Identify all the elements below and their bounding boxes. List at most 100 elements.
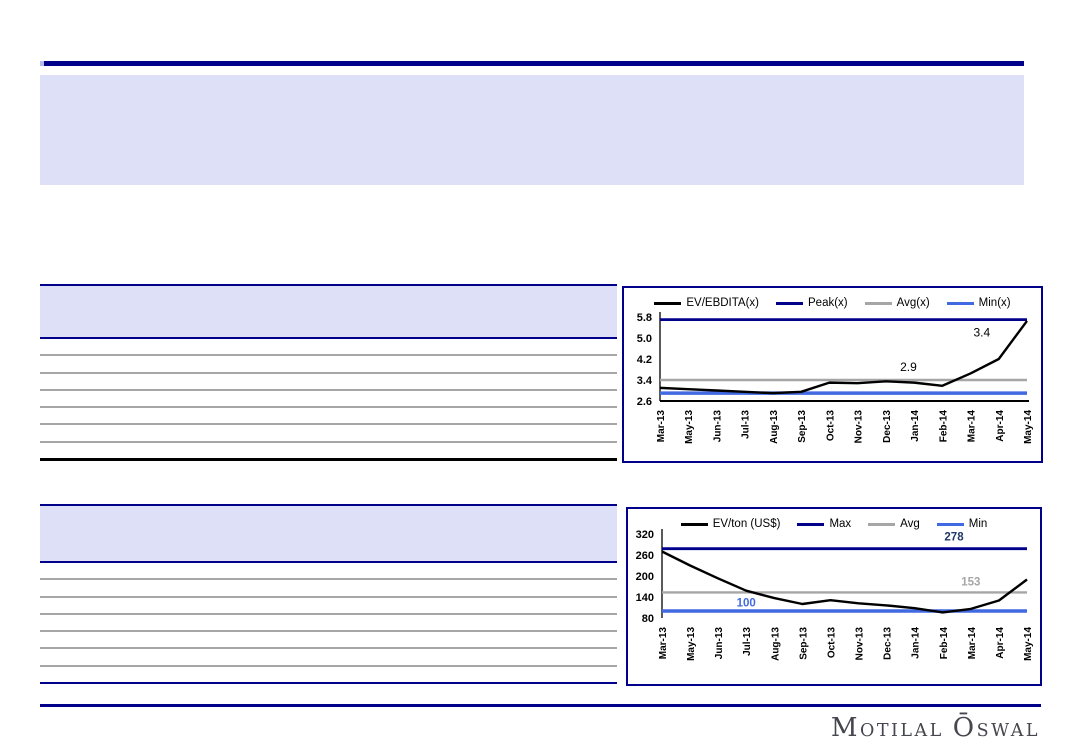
table-row — [40, 425, 617, 443]
chart-annotation: 3.4 — [973, 326, 990, 340]
x-tick-label: Sep-13 — [798, 627, 809, 660]
legend-line-swatch — [680, 522, 708, 526]
x-tick-label: Sep-13 — [797, 410, 808, 443]
x-tick-label: Jul-13 — [742, 627, 753, 656]
table-row — [40, 667, 617, 684]
legend-label: Min — [968, 518, 988, 530]
valuation-table-upper — [40, 284, 617, 461]
x-tick-label: Nov-13 — [855, 627, 866, 661]
x-tick-label: Mar-13 — [656, 410, 667, 443]
chart-legend: EV/EBDITA(x) Peak(x) Avg(x) Min(x) — [624, 297, 1041, 309]
table-row — [40, 391, 617, 409]
x-tick-label: Feb-14 — [938, 410, 949, 443]
legend-line-swatch — [936, 522, 964, 526]
table-rows — [40, 339, 617, 461]
x-tick-label: Mar-14 — [967, 410, 978, 443]
table-row — [40, 339, 617, 357]
y-tick-label: 4.2 — [637, 354, 652, 366]
chart-canvas: 5.8 5.0 4.2 3.4 2.6 Mar-13 May-13 Jun-13 Jul-13 A… — [637, 312, 1034, 444]
ev-ebitda-chart: EV/EBDITA(x) Peak(x) Avg(x) Min(x) 5.8 5.0 4.2… — [622, 286, 1043, 463]
x-tick-label: Mar-14 — [967, 627, 978, 660]
x-tick-label: Jun-13 — [714, 627, 725, 660]
table-row — [40, 443, 617, 461]
legend-label: Avg — [900, 518, 920, 530]
x-tick-label: Dec-13 — [883, 627, 894, 660]
table-row — [40, 580, 617, 598]
legend-label: EV/EBDITA(x) — [686, 297, 760, 309]
x-tick-label: Oct-13 — [825, 410, 836, 442]
x-tick-label: Jun-13 — [712, 410, 723, 443]
table-row — [40, 649, 617, 667]
legend-label: Avg(x) — [896, 297, 930, 309]
y-tick-label: 200 — [636, 571, 654, 583]
table-row — [40, 615, 617, 633]
legend-line-swatch — [654, 301, 682, 305]
y-tick-label: 5.8 — [637, 312, 652, 324]
chart-annotation: 278 — [944, 532, 964, 544]
legend-item: EV/ton (US$) — [680, 518, 781, 530]
header-band — [40, 75, 1024, 185]
chart-annotation: 100 — [737, 597, 756, 609]
legend-line-swatch — [868, 522, 896, 526]
logo-text: SWAL — [976, 721, 1040, 741]
x-tick-label: May-13 — [686, 627, 697, 661]
series-line — [659, 320, 1028, 395]
x-tick-label: Oct-13 — [826, 627, 837, 659]
legend-item: Peak(x) — [776, 297, 848, 309]
table-row — [40, 598, 617, 615]
x-tick-label: May-14 — [1023, 410, 1034, 444]
legend-line-swatch — [864, 301, 892, 305]
y-tick-label: 80 — [642, 613, 654, 625]
x-tick-label: Apr-14 — [995, 410, 1006, 442]
y-tick-label: 260 — [636, 550, 654, 562]
table-rows — [40, 563, 617, 684]
legend-line-swatch — [797, 522, 825, 526]
legend-label: EV/ton (US$) — [712, 518, 781, 530]
table-row — [40, 408, 617, 426]
chart-annotation: 2.9 — [900, 360, 917, 374]
x-tick-label: Aug-13 — [770, 627, 781, 661]
valuation-table-lower — [40, 504, 617, 684]
logo-initial: M — [830, 713, 860, 743]
motilal-oswal-logo: MOTILAL ŌSWAL — [831, 713, 1040, 743]
y-tick-label: 2.6 — [637, 396, 652, 408]
x-tick-label: Apr-14 — [995, 627, 1006, 659]
legend-item: Max — [797, 518, 851, 530]
table-row — [40, 374, 617, 391]
legend-label: Min(x) — [978, 297, 1011, 309]
chart-canvas: 320 260 200 140 80 Mar-13 May-13 Jun-13 Jul-13 Au… — [636, 529, 1034, 661]
table-row — [40, 356, 617, 374]
legend-line-swatch — [776, 301, 804, 305]
y-tick-label: 5.0 — [637, 333, 652, 345]
logo-initial: Ō — [952, 713, 977, 743]
table-header-band — [40, 284, 617, 339]
legend-line-swatch — [946, 301, 974, 305]
x-tick-label: May-14 — [1023, 627, 1034, 661]
legend-item: Avg — [868, 518, 920, 530]
legend-label: Max — [829, 518, 852, 530]
x-tick-label: Nov-13 — [854, 410, 865, 444]
ev-ton-chart: EV/ton (US$) Max Avg Min 320 260 200 140 80 Mar-1… — [626, 507, 1042, 686]
legend-item: Min — [936, 518, 988, 530]
chart-annotation: 153 — [961, 576, 980, 588]
legend-item: Avg(x) — [864, 297, 930, 309]
x-tick-label: Jul-13 — [741, 410, 752, 439]
table-row — [40, 563, 617, 581]
chart-legend: EV/ton (US$) Max Avg Min — [628, 518, 1040, 530]
y-tick-label: 320 — [636, 529, 654, 541]
footer-divider-rule — [40, 704, 1041, 707]
x-tick-label: Jan-14 — [911, 627, 922, 659]
x-tick-label: May-13 — [684, 410, 695, 444]
legend-item: EV/EBDITA(x) — [654, 297, 759, 309]
table-header-band — [40, 504, 617, 563]
series-line — [661, 550, 1028, 614]
x-tick-label: Jan-14 — [910, 410, 921, 442]
table-row — [40, 632, 617, 650]
y-tick-label: 3.4 — [637, 375, 653, 387]
logo-text: OTILAL — [859, 721, 944, 741]
legend-item: Min(x) — [946, 297, 1011, 309]
x-tick-label: Aug-13 — [769, 410, 780, 444]
top-divider-rule — [40, 61, 1024, 66]
x-tick-label: Mar-13 — [658, 627, 669, 660]
